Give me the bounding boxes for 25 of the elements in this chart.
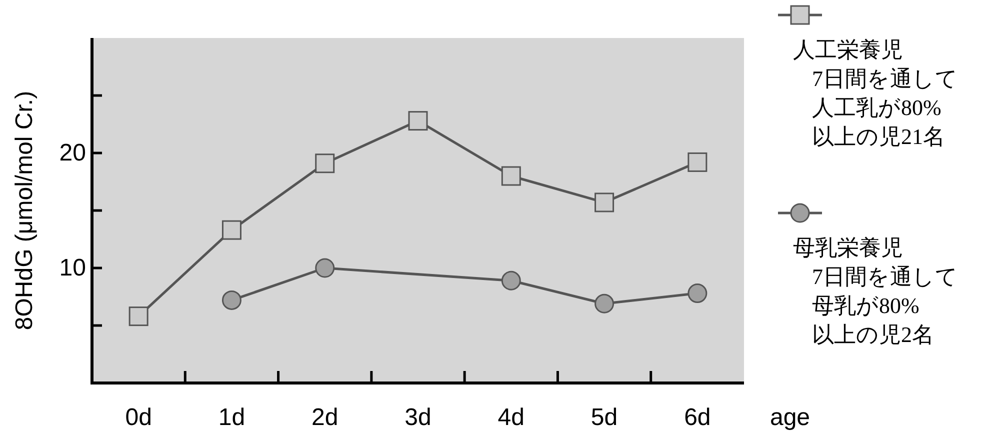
point xyxy=(594,192,614,212)
legend-label: 人工栄養児 7日間を通して人工乳が80% 以上の児21名 xyxy=(793,37,958,149)
point xyxy=(594,294,614,314)
point xyxy=(222,220,242,240)
point xyxy=(501,166,521,186)
point xyxy=(688,152,708,172)
point xyxy=(315,258,335,278)
y-axis-title: 8OHdG (μmol/mol Cr.) xyxy=(11,90,38,330)
point xyxy=(501,270,521,290)
point xyxy=(408,111,428,131)
x-tick-label: 6d xyxy=(684,404,711,431)
x-axis-title: age xyxy=(770,404,810,431)
y-tick-label: 10 xyxy=(59,254,86,282)
x-tick-label: 4d xyxy=(498,404,524,431)
x-tick-label: 5d xyxy=(590,404,618,431)
x-tick-label: 2d xyxy=(312,404,338,431)
point xyxy=(222,290,242,310)
x-tick-label: 1d xyxy=(218,404,246,431)
y-tick-label: 20 xyxy=(59,140,86,166)
point xyxy=(688,284,708,304)
point xyxy=(128,306,148,326)
legend-label: 母乳栄養児 7日間を通して母乳が80% 以上の児2名 xyxy=(793,235,958,347)
x-tick-label: 0d xyxy=(125,404,152,431)
point xyxy=(315,154,335,174)
x-tick-label: 3d xyxy=(404,404,432,431)
